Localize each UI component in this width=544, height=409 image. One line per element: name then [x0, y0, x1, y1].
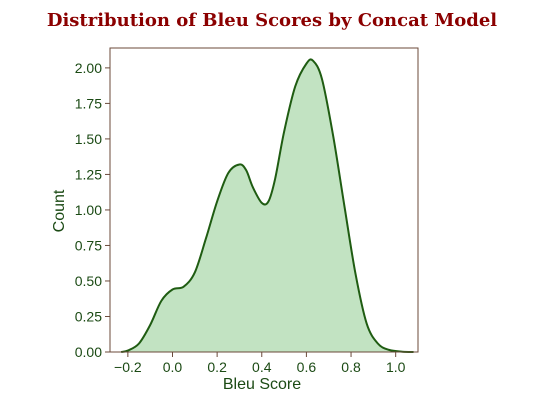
chart-title: Distribution of Bleu Scores by Concat Mo…: [47, 10, 497, 31]
x-tick-label: 1.0: [386, 359, 406, 375]
y-tick-label: 0.25: [75, 308, 102, 324]
density-line: [120, 58, 414, 353]
y-axis-label: Count: [51, 189, 68, 232]
y-tick-label: 0.00: [75, 344, 102, 360]
y-tick-label: 1.25: [75, 166, 102, 182]
x-tick-label: 0.4: [252, 359, 272, 375]
y-tick-label: 0.75: [75, 237, 102, 253]
y-tick-label: 0.50: [75, 273, 102, 289]
x-tick-label: 0.0: [163, 359, 183, 375]
x-axis-label: Bleu Score: [223, 376, 301, 393]
plot-frame: [109, 47, 419, 353]
x-axis: −0.2 0.0 0.2 0.4 0.6 0.8 1.0: [114, 352, 406, 375]
x-tick-label: −0.2: [114, 359, 142, 375]
x-tick-label: 0.6: [297, 359, 317, 375]
density-area: [121, 59, 414, 352]
y-axis: 0.00 0.25 0.50 0.75 1.00 1.25 1.50 1.75 2.00: [75, 60, 110, 360]
y-tick-label: 1.00: [75, 202, 102, 218]
x-tick-label: 0.2: [207, 359, 227, 375]
plot-area: [120, 58, 414, 353]
y-tick-label: 1.50: [75, 131, 102, 147]
y-tick-label: 1.75: [75, 95, 102, 111]
x-tick-label: 0.8: [341, 359, 361, 375]
y-tick-label: 2.00: [75, 60, 102, 76]
